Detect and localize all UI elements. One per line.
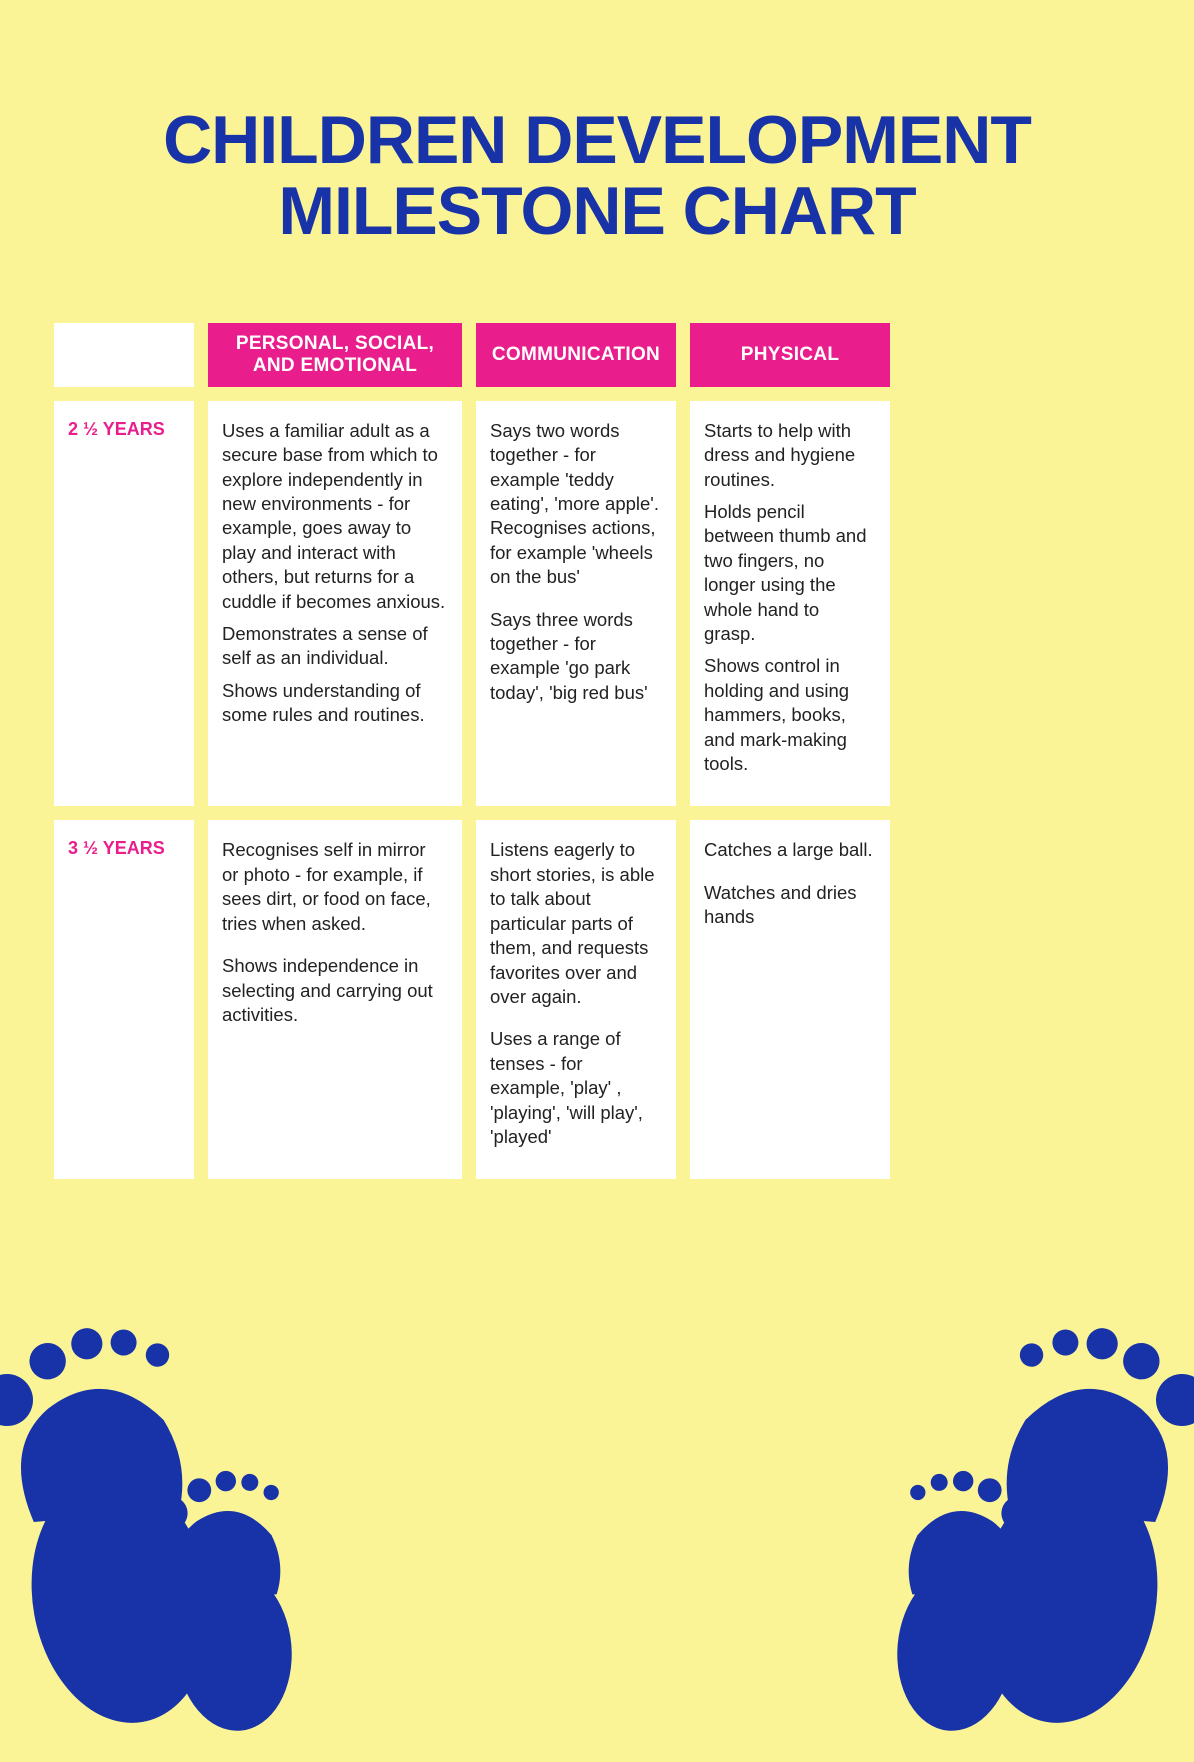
cell-personal: Uses a familiar adult as a secure base f…: [208, 401, 462, 807]
cell-text: Shows independence in selecting and carr…: [222, 954, 446, 1027]
cell-text: Listens eagerly to short stories, is abl…: [490, 838, 660, 1009]
cell-text: Demonstrates a sense of self as an indiv…: [222, 622, 446, 671]
title-line-1: CHILDREN DEVELOPMENT: [163, 102, 1031, 178]
page-title: CHILDREN DEVELOPMENT MILESTONE CHART: [0, 0, 1194, 248]
cell-text: Shows control in holding and using hamme…: [704, 654, 874, 776]
header-personal: PERSONAL, SOCIAL, AND EMOTIONAL: [208, 323, 462, 387]
footprint-icon: [133, 1464, 326, 1750]
cell-personal: Recognises self in mirror or photo - for…: [208, 820, 462, 1179]
title-line-2: MILESTONE CHART: [278, 173, 915, 249]
cell-text: Uses a range of tenses - for example, 'p…: [490, 1027, 660, 1149]
header-physical: PHYSICAL: [690, 323, 890, 387]
cell-text: Catches a large ball.: [704, 838, 874, 862]
cell-text: Says two words together - for example 't…: [490, 419, 660, 590]
cell-text: Holds pencil between thumb and two finge…: [704, 500, 874, 646]
header-communication: COMMUNICATION: [476, 323, 676, 387]
cell-text: Recognises self in mirror or photo - for…: [222, 838, 446, 936]
header-blank: [54, 323, 194, 387]
cell-communication: Listens eagerly to short stories, is abl…: [476, 820, 676, 1179]
cell-text: Watches and dries hands: [704, 881, 874, 930]
cell-physical: Catches a large ball. Watches and dries …: [690, 820, 890, 1179]
milestone-table: PERSONAL, SOCIAL, AND EMOTIONAL COMMUNIC…: [54, 323, 1140, 1180]
cell-text: Shows understanding of some rules and ro…: [222, 679, 446, 728]
cell-communication: Says two words together - for example 't…: [476, 401, 676, 807]
cell-text: Uses a familiar adult as a secure base f…: [222, 419, 446, 614]
cell-physical: Starts to help with dress and hygiene ro…: [690, 401, 890, 807]
footprint-icon: [862, 1464, 1055, 1750]
cell-text: Says three words together - for example …: [490, 608, 660, 706]
cell-text: Starts to help with dress and hygiene ro…: [704, 419, 874, 492]
age-label: 2 ½ YEARS: [54, 401, 194, 807]
age-label: 3 ½ YEARS: [54, 820, 194, 1179]
